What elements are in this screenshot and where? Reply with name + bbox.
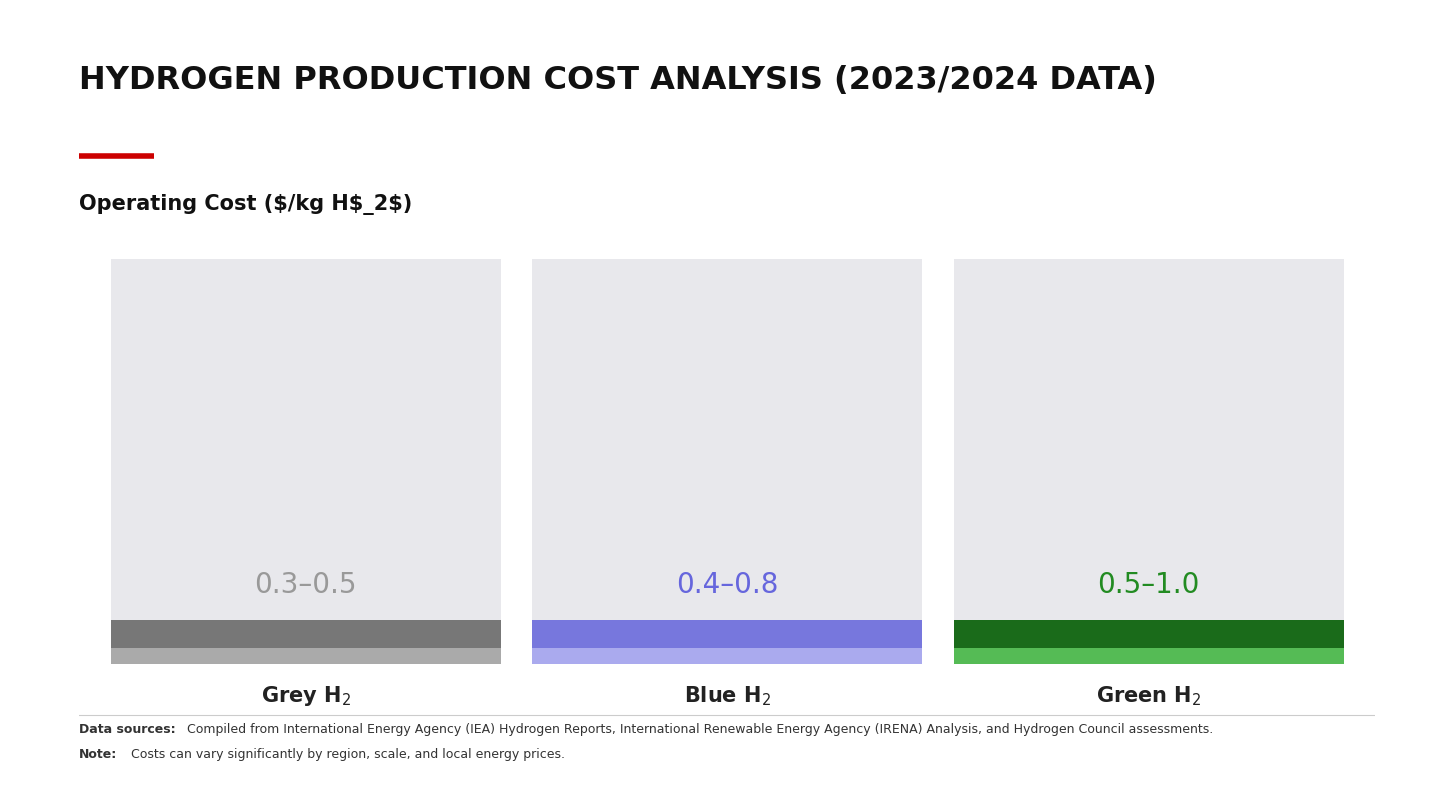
Text: Green H$_2$: Green H$_2$	[1096, 684, 1201, 708]
Text: Compiled from International Energy Agency (IEA) Hydrogen Reports, International : Compiled from International Energy Agenc…	[183, 723, 1212, 736]
Text: Costs can vary significantly by region, scale, and local energy prices.: Costs can vary significantly by region, …	[127, 748, 564, 761]
Text: Operating Cost ($/kg H$_2$): Operating Cost ($/kg H$_2$)	[79, 194, 412, 215]
Text: 0.3–0.5: 0.3–0.5	[255, 571, 357, 599]
Text: 0.5–1.0: 0.5–1.0	[1097, 571, 1200, 599]
Text: Note:: Note:	[79, 748, 118, 761]
Text: Blue H$_2$: Blue H$_2$	[684, 684, 770, 708]
Text: HYDROGEN PRODUCTION COST ANALYSIS (2023/2024 DATA): HYDROGEN PRODUCTION COST ANALYSIS (2023/…	[79, 65, 1158, 96]
Text: Grey H$_2$: Grey H$_2$	[261, 684, 351, 709]
Text: 0.4–0.8: 0.4–0.8	[675, 571, 779, 599]
Text: Data sources:: Data sources:	[79, 723, 176, 736]
